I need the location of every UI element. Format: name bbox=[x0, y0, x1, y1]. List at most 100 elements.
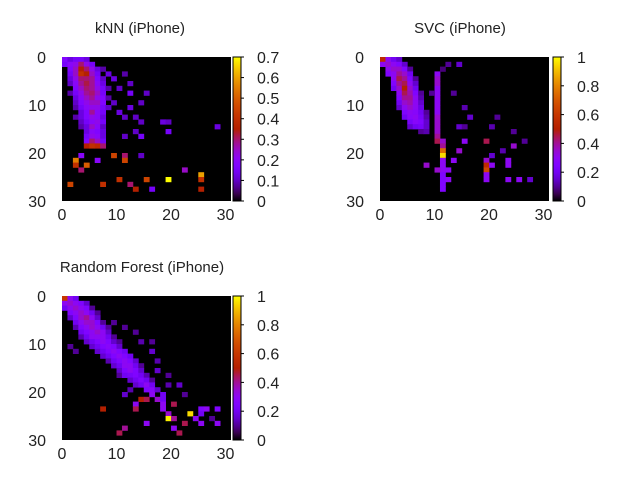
heatmap-cell bbox=[138, 382, 145, 388]
y-tick-label: 30 bbox=[28, 194, 46, 211]
heatmap-cell bbox=[138, 133, 145, 139]
heatmap-cell bbox=[165, 382, 172, 388]
heatmap-cell bbox=[105, 358, 112, 364]
heatmap-cell bbox=[105, 339, 112, 345]
x-tick-label: 30 bbox=[217, 446, 235, 463]
y-tick-label: 0 bbox=[37, 50, 46, 67]
heatmap-cell bbox=[62, 300, 68, 306]
heatmap-cell bbox=[94, 315, 101, 321]
heatmap-cell bbox=[116, 109, 123, 115]
heatmap-cell bbox=[62, 305, 68, 311]
heatmap-cell bbox=[83, 66, 90, 72]
heatmap-cell bbox=[154, 358, 161, 364]
heatmap-cell bbox=[121, 372, 128, 378]
heatmap-cell bbox=[407, 85, 414, 91]
heatmap-cell bbox=[94, 105, 101, 111]
heatmap-cell bbox=[401, 85, 408, 91]
heatmap-cell bbox=[401, 81, 408, 87]
heatmap-cell bbox=[171, 401, 177, 407]
heatmap-cell bbox=[94, 109, 101, 115]
heatmap-cell bbox=[121, 71, 128, 77]
heatmap-cell bbox=[187, 411, 194, 417]
heatmap-cell bbox=[434, 81, 441, 87]
heatmap-cell bbox=[121, 392, 128, 398]
heatmap-cell bbox=[439, 186, 446, 192]
heatmap-cell bbox=[127, 372, 134, 378]
x-tick-label: 10 bbox=[426, 207, 444, 224]
heatmap-cell bbox=[439, 167, 446, 173]
heatmap-cell bbox=[78, 71, 85, 77]
heatmap-cell bbox=[214, 420, 221, 426]
heatmap-cell bbox=[127, 363, 134, 369]
heatmap-cell bbox=[121, 363, 128, 369]
heatmap-cell bbox=[100, 66, 107, 72]
colorbar-tick-label: 0.2 bbox=[257, 404, 279, 421]
heatmap-cell bbox=[154, 387, 161, 393]
heatmap-cell bbox=[89, 320, 96, 326]
heatmap-cell bbox=[203, 406, 210, 412]
heatmap-cell bbox=[78, 320, 85, 326]
heatmap-cell bbox=[171, 416, 177, 422]
heatmap-cell bbox=[176, 430, 183, 436]
heatmap-cell bbox=[83, 114, 90, 120]
heatmap-cell bbox=[83, 119, 90, 125]
heatmap-cell bbox=[483, 162, 490, 168]
heatmap-cell bbox=[116, 353, 123, 359]
heatmap-cell bbox=[418, 90, 425, 96]
heatmap-cell bbox=[489, 153, 495, 159]
heatmap-cell bbox=[89, 324, 96, 330]
heatmap-cell bbox=[83, 124, 90, 130]
colorbar bbox=[232, 56, 242, 202]
colorbar-tick-label: 0 bbox=[257, 433, 266, 450]
heatmap-cell bbox=[149, 186, 156, 192]
heatmap-cell bbox=[72, 305, 79, 311]
heatmap-cell bbox=[385, 61, 392, 67]
heatmap-cell bbox=[78, 61, 85, 67]
heatmap-cell bbox=[111, 153, 117, 159]
heatmap-cell bbox=[143, 377, 150, 383]
heatmap-cell bbox=[72, 95, 79, 101]
y-tick-label: 20 bbox=[28, 385, 46, 402]
heatmap-cell bbox=[100, 90, 107, 96]
heatmap-cell bbox=[160, 396, 166, 402]
heatmap-cell bbox=[67, 300, 74, 306]
heatmap-cell bbox=[127, 181, 134, 187]
heatmap-cell bbox=[72, 324, 79, 330]
heatmap-cell bbox=[149, 348, 156, 354]
heatmap-cell bbox=[132, 129, 139, 135]
heatmap-cell bbox=[143, 396, 150, 402]
heatmap-cell bbox=[94, 339, 101, 345]
heatmap-cell bbox=[100, 138, 107, 144]
heatmap-cell bbox=[396, 90, 403, 96]
heatmap-cell bbox=[483, 172, 490, 178]
heatmap-cell bbox=[132, 382, 139, 388]
heatmap-cell bbox=[434, 167, 441, 173]
heatmap-cell bbox=[72, 315, 79, 321]
heatmap-cell bbox=[434, 129, 441, 135]
heatmap-cell bbox=[72, 100, 79, 106]
heatmap-cell bbox=[67, 61, 74, 67]
heatmap-cell bbox=[423, 119, 430, 125]
heatmap-cell bbox=[94, 81, 101, 87]
heatmap-cell bbox=[78, 100, 85, 106]
heatmap-cell bbox=[121, 368, 128, 374]
y-tick-label: 0 bbox=[37, 289, 46, 306]
x-tick-label: 10 bbox=[108, 207, 126, 224]
heatmap-cell bbox=[100, 320, 107, 326]
colorbar bbox=[552, 56, 562, 202]
heatmap-cell bbox=[149, 387, 156, 393]
heatmap-cell bbox=[116, 348, 123, 354]
heatmap-cell bbox=[100, 109, 107, 115]
x-tick-label: 10 bbox=[108, 446, 126, 463]
heatmap-cell bbox=[132, 329, 139, 335]
heatmap-cell bbox=[407, 114, 414, 120]
heatmap-cell bbox=[423, 129, 430, 135]
heatmap-cell bbox=[127, 105, 134, 111]
heatmap-cell bbox=[396, 57, 403, 63]
chart-title: Random Forest (iPhone) bbox=[60, 259, 224, 276]
heatmap-cell bbox=[198, 411, 205, 417]
heatmap-cell bbox=[116, 363, 123, 369]
y-tick-label: 10 bbox=[28, 337, 46, 354]
heatmap-cell bbox=[83, 310, 90, 316]
